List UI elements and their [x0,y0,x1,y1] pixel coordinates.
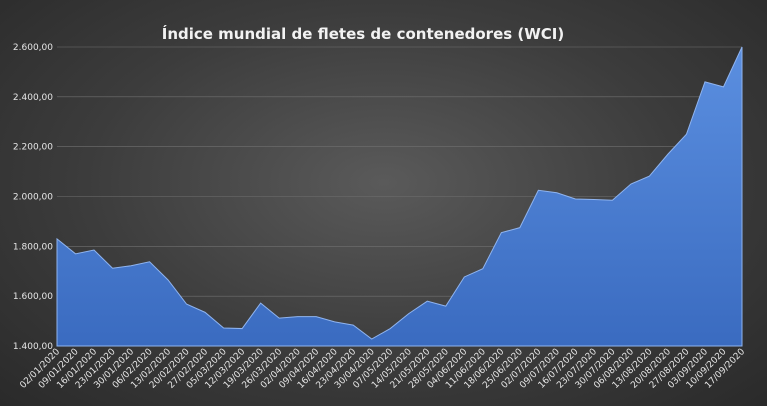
area-series [56,46,743,347]
y-tick-label: 2.000,00 [13,193,53,203]
y-tick-label: 1.800,00 [13,242,53,252]
y-tick-label: 1.600,00 [13,292,53,302]
y-tick-label: 2.400,00 [13,93,53,103]
y-tick-label: 2.200,00 [13,143,53,153]
y-tick-label: 2.600,00 [13,43,53,53]
y-tick-label: 1.400,00 [13,342,53,352]
chart-title: Índice mundial de fletes de contenedores… [162,24,565,43]
